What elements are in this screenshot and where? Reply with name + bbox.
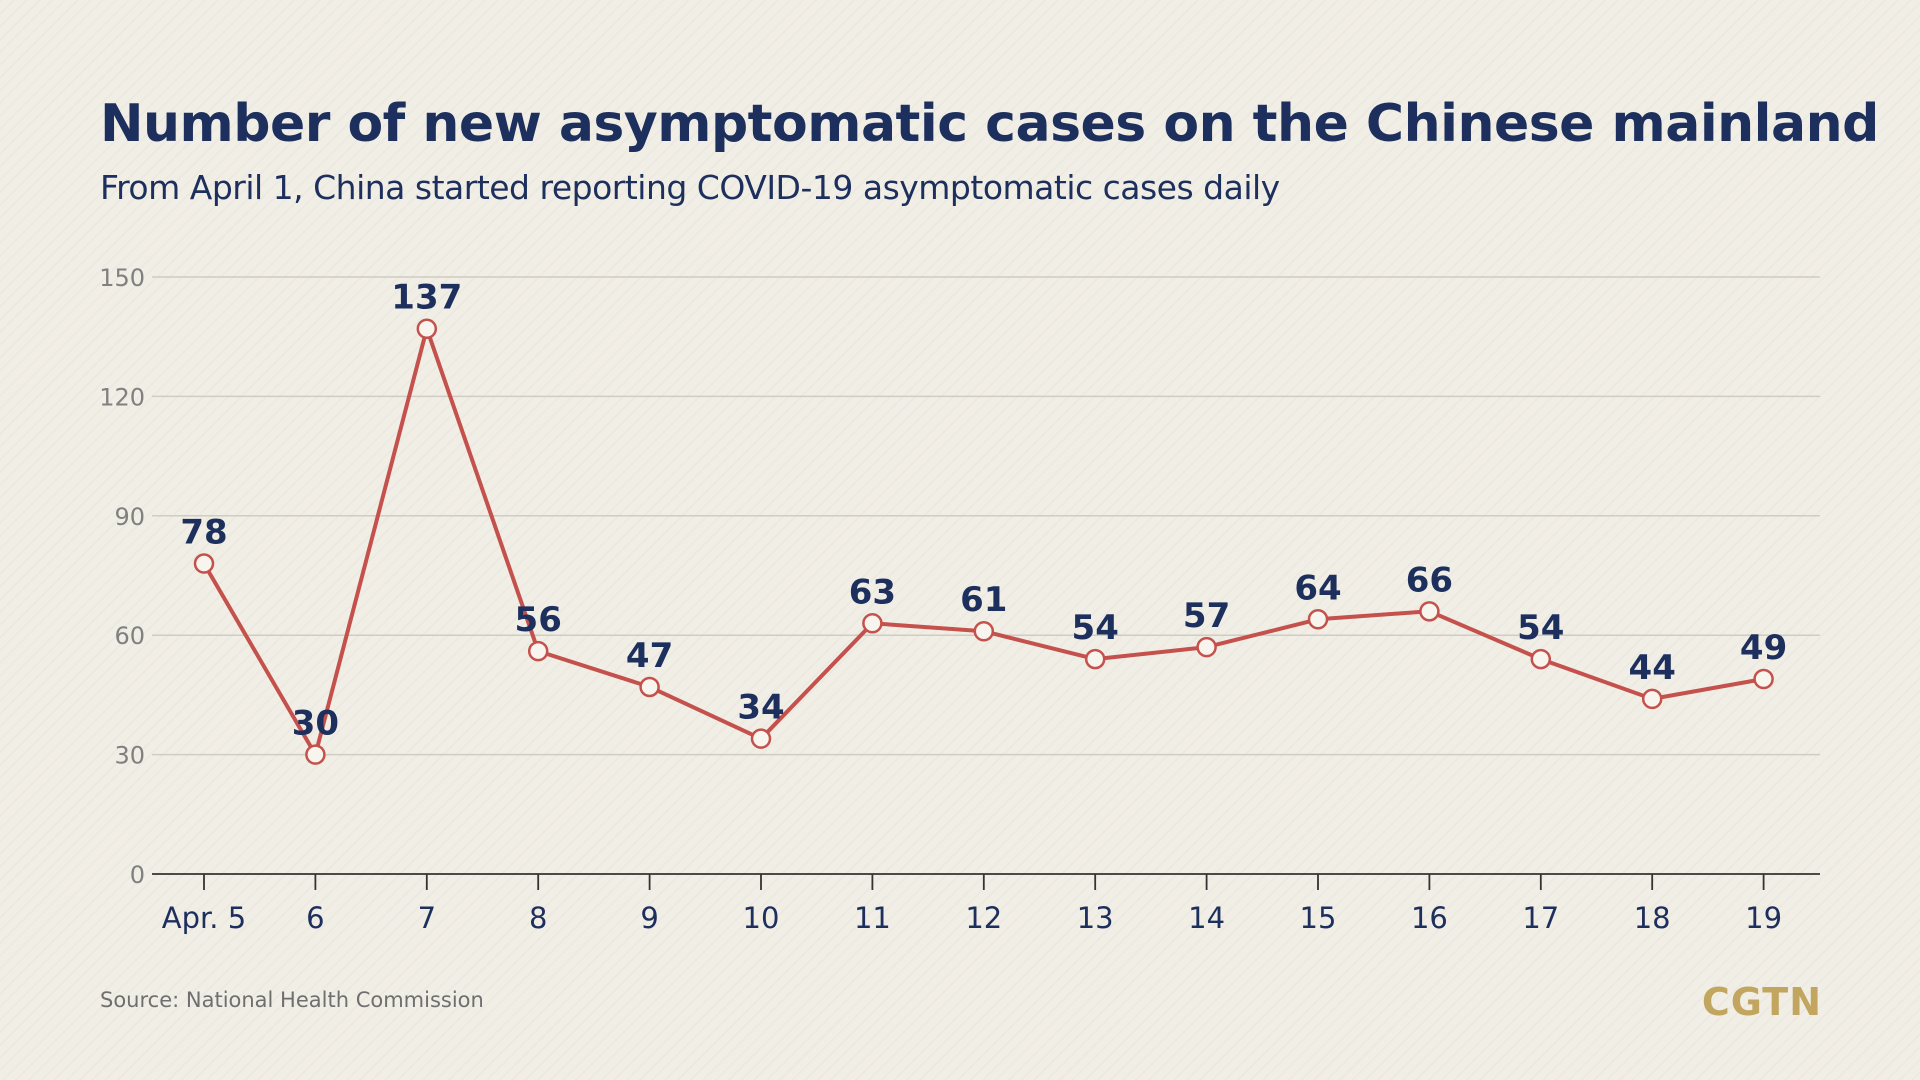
data-label: 30 xyxy=(292,704,339,744)
data-label: 64 xyxy=(1294,568,1341,608)
series-markers xyxy=(193,318,1774,765)
data-label: 56 xyxy=(515,600,562,640)
chart-subtitle: From April 1, China started reporting CO… xyxy=(100,168,1280,207)
y-axis-ticks: 0 30 60 90 120 150 xyxy=(99,264,145,889)
data-label: 66 xyxy=(1406,560,1453,600)
x-tick-label: 12 xyxy=(965,901,1002,935)
data-label: 44 xyxy=(1629,648,1676,688)
x-axis-ticks: Apr. 5 6 7 8 9 10 11 12 13 14 15 16 17 18 19 xyxy=(162,874,1782,935)
data-point xyxy=(1307,609,1329,630)
data-label: 47 xyxy=(626,636,673,676)
data-label: 78 xyxy=(180,513,227,553)
y-tick-label: 150 xyxy=(99,264,145,292)
data-point xyxy=(639,676,660,698)
x-tick-label: Apr. 5 xyxy=(162,901,246,935)
x-tick-label: 11 xyxy=(854,901,891,935)
data-label: 61 xyxy=(960,580,1007,620)
x-tick-label: 10 xyxy=(743,901,780,935)
x-tick-label: 17 xyxy=(1522,901,1559,935)
brand-logo: CGTN xyxy=(1701,980,1822,1024)
data-label: 63 xyxy=(849,572,896,612)
series-line xyxy=(202,326,1764,757)
data-point xyxy=(416,318,438,339)
data-label: 137 xyxy=(391,278,462,318)
y-tick-label: 120 xyxy=(99,383,145,411)
data-labels: 78 30 137 56 47 34 63 61 54 57 64 66 54 44 49 xyxy=(180,278,1787,744)
y-tick-label: 90 xyxy=(114,503,145,531)
x-tick-label: 8 xyxy=(529,901,547,935)
y-tick-label: 60 xyxy=(114,622,145,650)
x-tick-label: 13 xyxy=(1077,901,1114,935)
data-label: 54 xyxy=(1517,608,1564,648)
data-point xyxy=(1530,648,1552,670)
data-point xyxy=(1753,668,1774,690)
chart-title: Number of new asymptomatic cases on the … xyxy=(100,94,1879,154)
data-label: 34 xyxy=(737,688,784,728)
y-tick-label: 30 xyxy=(114,742,145,770)
x-tick-label: 9 xyxy=(640,901,658,935)
x-tick-label: 14 xyxy=(1188,901,1225,935)
data-point xyxy=(750,728,772,749)
x-tick-label: 15 xyxy=(1300,901,1337,935)
data-point xyxy=(305,744,326,765)
data-point xyxy=(973,620,995,642)
gridlines xyxy=(152,276,1820,756)
source-note: Source: National Health Commission xyxy=(100,988,484,1012)
data-point xyxy=(1641,688,1663,710)
data-point xyxy=(193,553,215,574)
data-label: 57 xyxy=(1183,596,1230,636)
x-tick-label: 18 xyxy=(1634,901,1671,935)
y-tick-label: 0 xyxy=(130,861,145,889)
x-tick-label: 19 xyxy=(1745,901,1782,935)
x-tick-label: 7 xyxy=(418,901,436,935)
x-tick-label: 6 xyxy=(306,901,324,935)
data-point xyxy=(527,640,549,662)
data-point xyxy=(862,613,883,634)
data-point xyxy=(1419,601,1440,622)
data-point xyxy=(1084,648,1106,670)
data-label: 54 xyxy=(1072,608,1119,648)
data-label: 49 xyxy=(1740,628,1787,668)
x-tick-label: 16 xyxy=(1411,901,1448,935)
data-point xyxy=(1196,636,1217,658)
